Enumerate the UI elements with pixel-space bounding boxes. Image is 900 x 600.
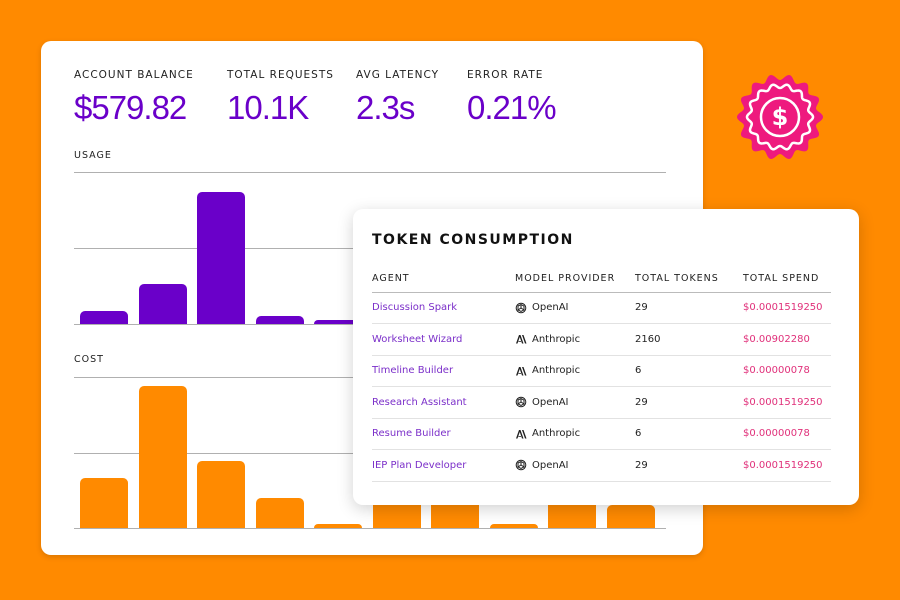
bar <box>197 192 245 324</box>
stat-label: ERROR RATE <box>467 69 544 81</box>
provider-name: OpenAI <box>532 302 569 314</box>
provider-name: OpenAI <box>532 459 569 471</box>
provider-cell: Anthropic <box>515 323 635 356</box>
bar <box>80 310 128 324</box>
provider-name: OpenAI <box>532 396 569 408</box>
dollar-badge-icon: $ <box>737 75 823 159</box>
provider-name: Anthropic <box>532 333 581 345</box>
tokens-cell: 6 <box>635 418 743 450</box>
openai-logo-icon <box>515 459 527 471</box>
table-row[interactable]: Resume Builder Anthropic 6 $0.00000078 <box>372 418 831 450</box>
spend-cell: $0.0001519250 <box>743 386 831 419</box>
tokens-cell: 29 <box>635 292 743 324</box>
agent-link[interactable]: IEP Plan Developer <box>372 449 515 482</box>
provider-cell: Anthropic <box>515 418 635 450</box>
provider-cell: Anthropic <box>515 355 635 387</box>
bar <box>138 386 187 528</box>
provider-cell: OpenAI <box>515 292 635 324</box>
bar <box>255 316 304 324</box>
spend-cell: $0.00000078 <box>743 355 831 387</box>
token-table: AGENT MODEL PROVIDER TOTAL TOKENS TOTAL … <box>372 265 831 482</box>
card-title: TOKEN CONSUMPTION <box>372 232 574 248</box>
table-row[interactable]: Timeline Builder Anthropic 6 $0.00000078 <box>372 355 831 387</box>
bar <box>314 523 362 528</box>
provider-name: Anthropic <box>532 365 581 377</box>
stat-label: TOTAL REQUESTS <box>227 69 334 81</box>
spend-cell: $0.00902280 <box>743 323 831 356</box>
stat-account-balance: ACCOUNT BALANCE $579.82 <box>74 69 194 127</box>
stat-total-requests: TOTAL REQUESTS 10.1K <box>227 69 334 127</box>
agent-link[interactable]: Resume Builder <box>372 418 515 450</box>
provider-cell: OpenAI <box>515 449 635 482</box>
anthropic-logo-icon <box>516 429 527 439</box>
agent-link[interactable]: Research Assistant <box>372 386 515 419</box>
cost-label: COST <box>74 354 104 365</box>
table-row[interactable]: Worksheet Wizard Anthropic 2160 $0.00902… <box>372 323 831 356</box>
stat-label: ACCOUNT BALANCE <box>74 69 194 81</box>
spend-cell: $0.0001519250 <box>743 292 831 324</box>
openai-logo-icon <box>515 302 527 314</box>
bar <box>314 320 362 324</box>
column-header-spend: TOTAL SPEND <box>743 265 831 293</box>
table-row[interactable]: Research Assistant OpenAI 29 $0.00015192… <box>372 386 831 419</box>
agent-link[interactable]: Timeline Builder <box>372 355 515 387</box>
gridline <box>74 172 666 173</box>
bar <box>255 498 304 528</box>
bar <box>80 478 128 528</box>
bar <box>138 284 187 324</box>
tokens-cell: 2160 <box>635 323 743 356</box>
stat-label: AVG LATENCY <box>356 69 440 81</box>
provider-name: Anthropic <box>532 428 581 440</box>
anthropic-logo-icon <box>516 335 527 344</box>
stat-value: 2.3s <box>356 89 415 126</box>
anthropic-logo-icon <box>516 366 527 376</box>
baseline <box>74 528 666 529</box>
agent-link[interactable]: Worksheet Wizard <box>372 323 515 356</box>
stat-avg-latency: AVG LATENCY 2.3s <box>356 69 439 127</box>
spend-cell: $0.0001519250 <box>743 449 831 482</box>
tokens-cell: 6 <box>635 355 743 387</box>
usage-label: USAGE <box>74 150 112 161</box>
stat-value: $579.82 <box>74 89 187 126</box>
provider-cell: OpenAI <box>515 386 635 419</box>
token-consumption-card: TOKEN CONSUMPTION AGENT MODEL PROVIDER T… <box>353 209 859 505</box>
column-header-agent: AGENT <box>372 265 515 293</box>
stat-value: 0.21% <box>467 89 557 126</box>
table-row[interactable]: IEP Plan Developer OpenAI 29 $0.00015192… <box>372 449 831 482</box>
bar <box>197 461 245 528</box>
tokens-cell: 29 <box>635 449 743 482</box>
stat-value: 10.1K <box>227 89 309 126</box>
table-row[interactable]: Discussion Spark OpenAI 29 $0.0001519250 <box>372 292 831 324</box>
tokens-cell: 29 <box>635 386 743 419</box>
column-header-tokens: TOTAL TOKENS <box>635 265 743 293</box>
spend-cell: $0.00000078 <box>743 418 831 450</box>
column-header-provider: MODEL PROVIDER <box>515 265 635 293</box>
stat-error-rate: ERROR RATE 0.21% <box>467 69 557 127</box>
agent-link[interactable]: Discussion Spark <box>372 292 515 324</box>
bar <box>489 523 538 528</box>
bar <box>606 505 655 528</box>
openai-logo-icon <box>515 396 527 408</box>
svg-text:$: $ <box>772 103 789 131</box>
